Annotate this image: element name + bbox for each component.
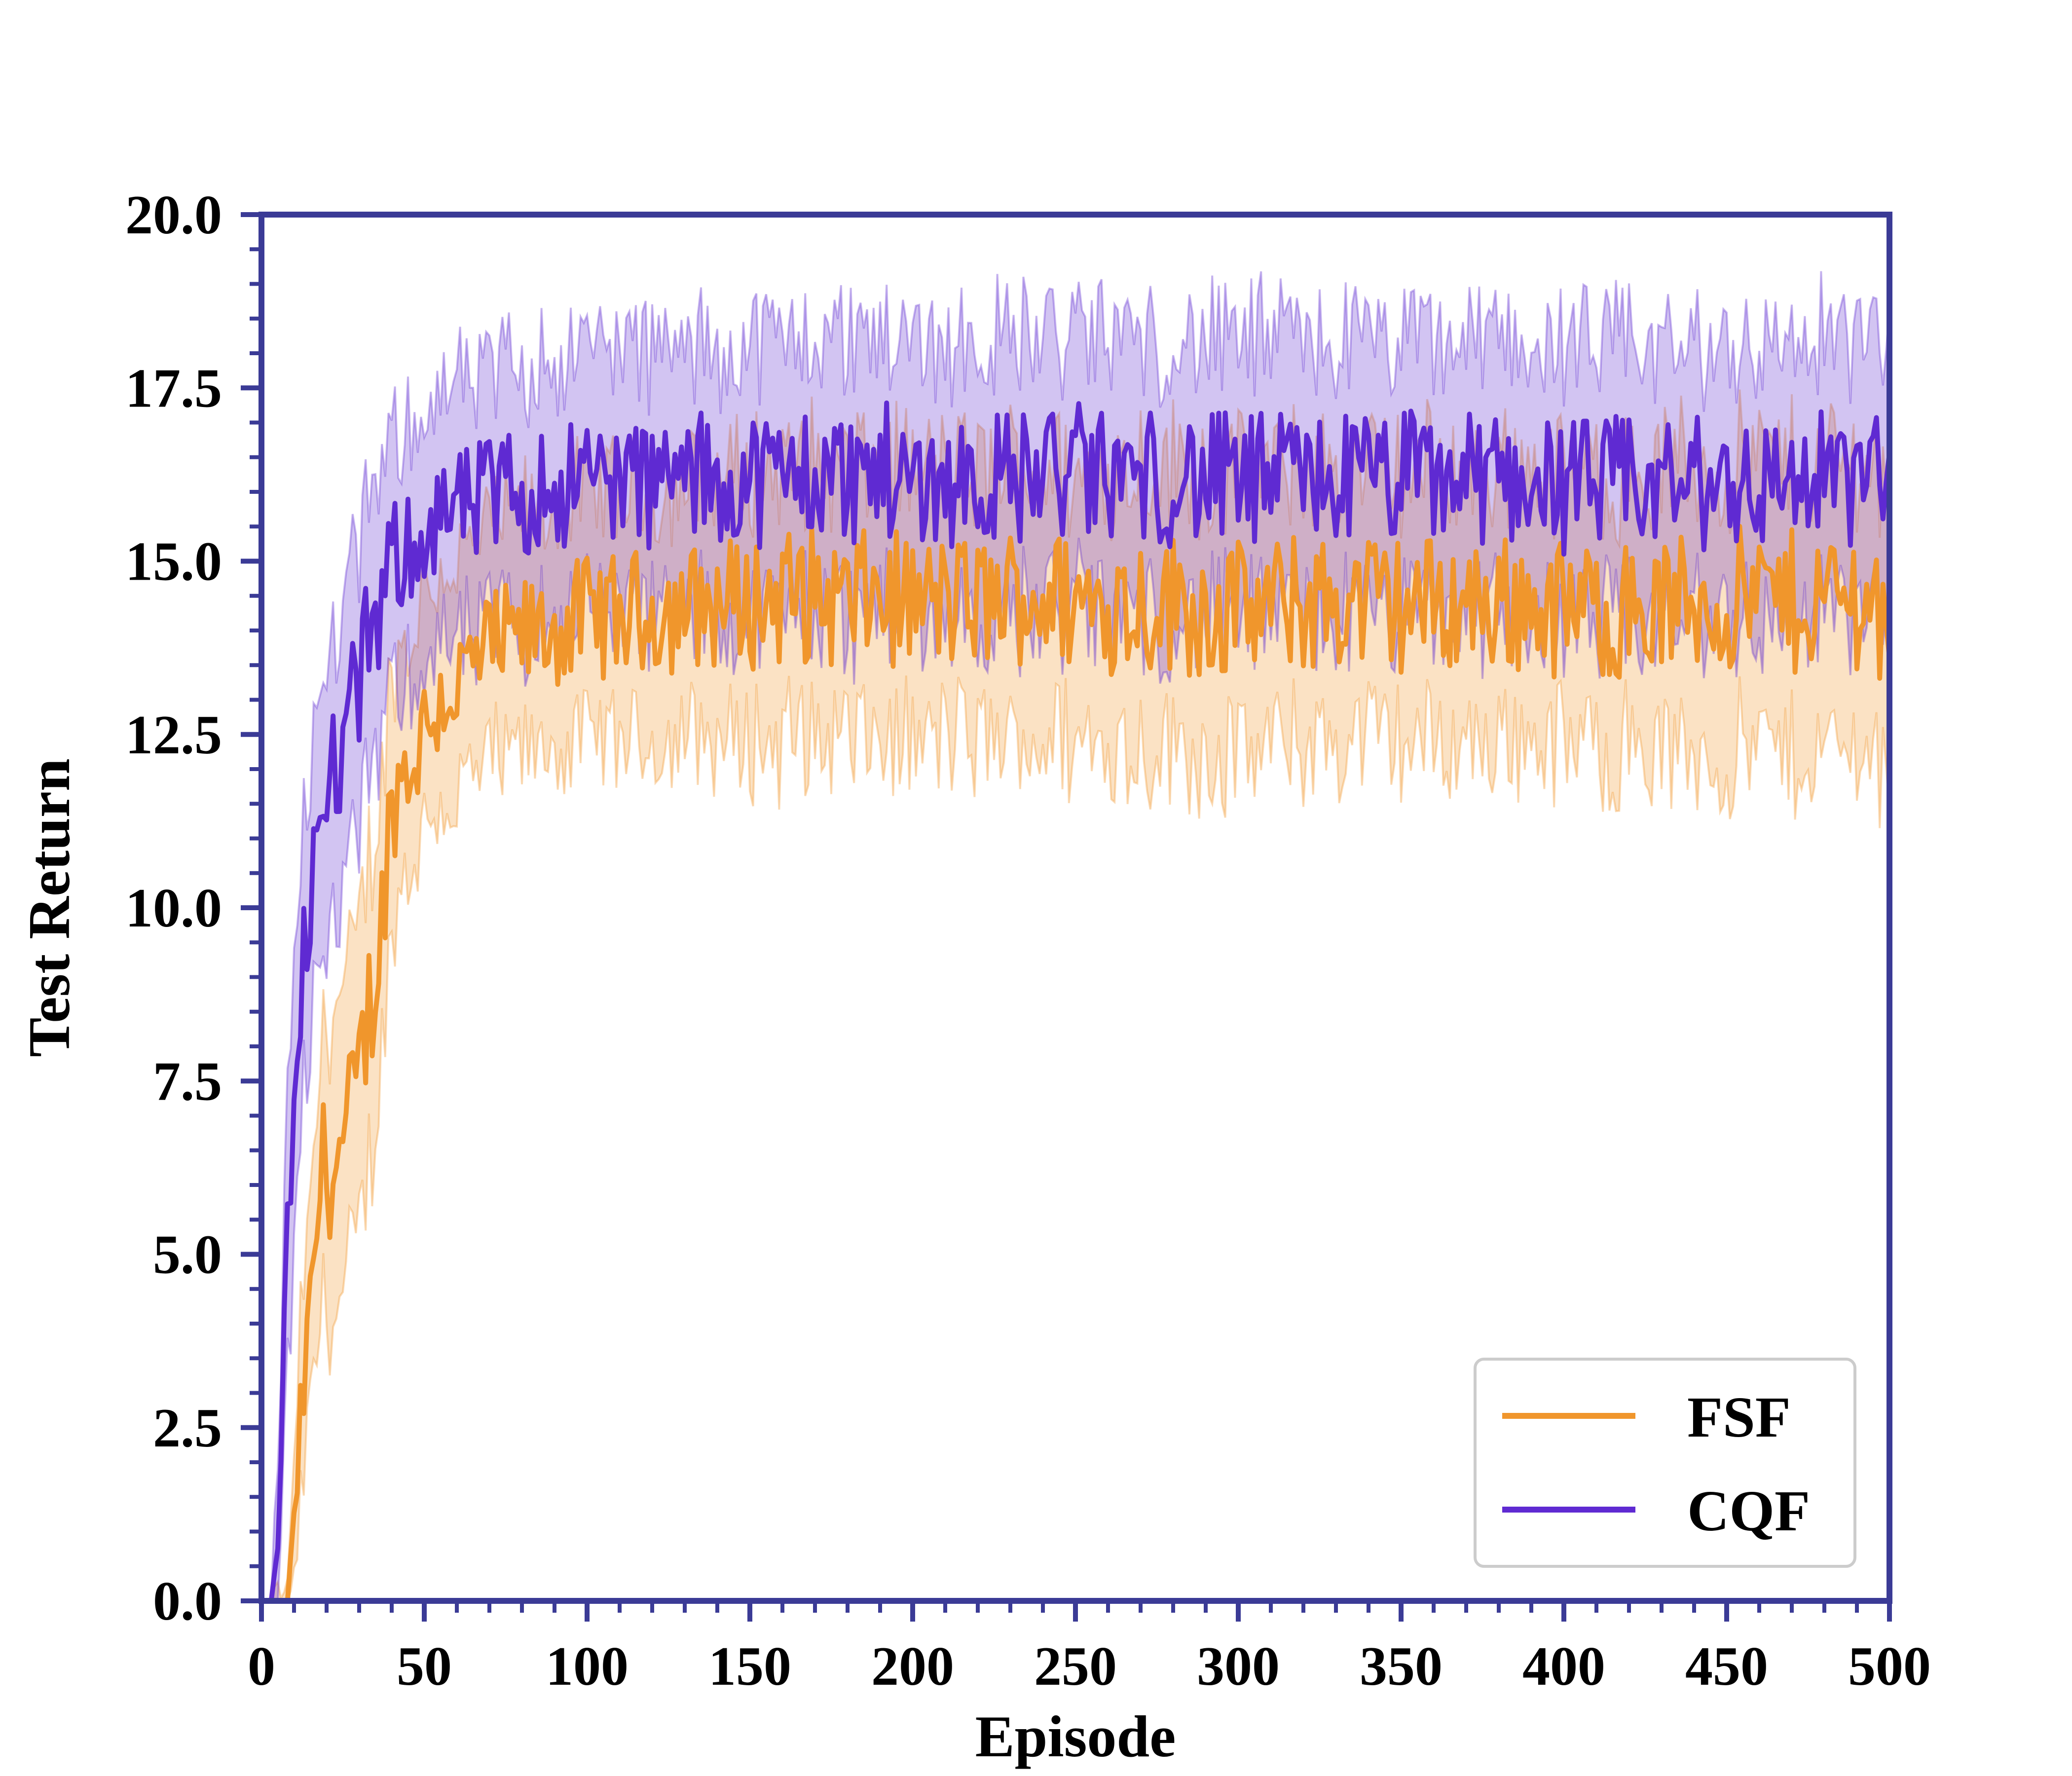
y-tick-label: 5.0: [153, 1224, 222, 1286]
legend: FSF CQF: [1474, 1358, 1856, 1568]
band-fsf: [261, 389, 1889, 1601]
band-upper-edge-cqf: [261, 271, 1890, 1602]
x-axis-title: Episode: [975, 1703, 1176, 1769]
series-line-fsf: [261, 523, 1892, 1603]
y-tick-label: 12.5: [125, 704, 222, 766]
legend-box: [1474, 1358, 1856, 1568]
x-tick-label: 250: [1034, 1636, 1117, 1697]
legend-label-cqf: CQF: [1687, 1479, 1810, 1543]
x-tick-label: 50: [397, 1636, 452, 1697]
band-lower-edge-fsf: [261, 675, 1890, 1602]
x-tick-label: 100: [546, 1636, 629, 1697]
y-tick-label: 20.0: [125, 185, 222, 246]
x-tick-label: 350: [1360, 1636, 1443, 1697]
legend-label-fsf: FSF: [1687, 1385, 1791, 1449]
series-lines: [261, 400, 1892, 1603]
y-tick-label: 10.0: [125, 878, 222, 939]
x-tick-label: 450: [1685, 1636, 1768, 1697]
x-tick-label: 300: [1197, 1636, 1280, 1697]
x-tick-label: 400: [1522, 1636, 1605, 1697]
x-tick-label: 0: [248, 1636, 275, 1697]
y-tick-labels: 0.0 2.5 5.0 7.5 10.0 12.5 15.0 17.5 20.0: [125, 185, 222, 1632]
y-tick-label: 7.5: [153, 1051, 222, 1112]
y-tick-label: 15.0: [125, 531, 222, 592]
axis-ticks: [241, 212, 1892, 1622]
y-tick-label: 0.0: [153, 1571, 222, 1632]
x-tick-label: 200: [871, 1636, 954, 1697]
series-line-cqf: [261, 400, 1892, 1603]
y-tick-label: 17.5: [125, 358, 222, 419]
y-axis-title: Test Return: [16, 758, 82, 1057]
x-tick-label: 150: [708, 1636, 791, 1697]
x-tick-label: 500: [1848, 1636, 1931, 1697]
y-tick-label: 2.5: [153, 1398, 222, 1459]
x-tick-labels: 0 50 100 150 200 250 300 350 400 450 500: [248, 1636, 1931, 1697]
